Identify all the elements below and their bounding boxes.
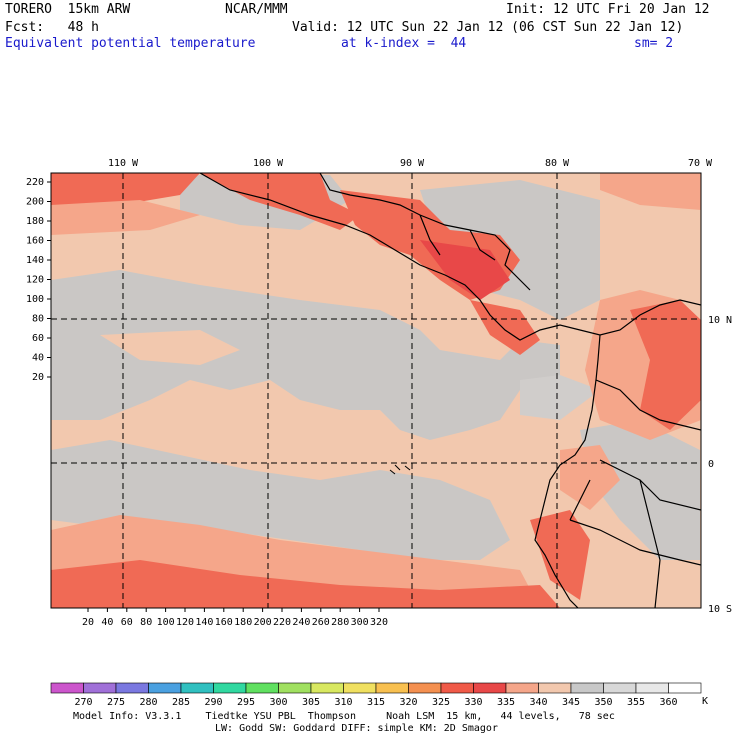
legend-swatch [440,682,474,694]
x-tick-label: 240 [292,617,310,628]
legend-swatches [50,682,702,694]
legend-swatch [408,682,442,694]
legend-level-label: 345 [562,697,580,708]
init-time: Init: 12 UTC Fri 20 Jan 12 [506,2,710,17]
legend-level-label: 290 [204,697,222,708]
legend-labels: 270 275 280 285 290 295 300 305 310 315 320 325 330 3… [74,697,677,708]
x-tick-label: 320 [370,617,388,628]
y-tick-label: 80 [32,314,44,325]
x-tick-label: 200 [254,617,272,628]
y-tick-label: 40 [32,353,44,364]
x-tick-label: 140 [195,617,213,628]
legend-swatch [570,682,604,694]
footer-model-info: Model Info: V3.3.1 Tiedtke YSU PBL Thomp… [73,711,615,722]
legend-swatch [505,682,539,694]
legend-swatch [50,682,84,694]
x-tick-labels: 20 40 60 80 100 120 140 160 180 200 220 240 260 280 30… [82,617,388,628]
lon-label-70w: 70 W [688,158,713,169]
x-tick-label: 180 [234,617,252,628]
legend-level-label: 275 [107,697,125,708]
legend-level-label: 350 [594,697,612,708]
smoothing-label: sm= 2 [634,36,674,51]
y-tick-label: 220 [26,177,44,188]
legend-level-label: 340 [529,697,547,708]
field-name: Equivalent potential temperature [5,36,256,51]
legend-swatch [603,682,637,694]
theta-e-field [51,173,701,608]
legend-level-label: 315 [367,697,385,708]
legend-swatch [668,682,702,694]
legend-swatch [375,682,409,694]
lon-label-80w: 80 W [545,158,570,169]
footer-physics-info: LW: Godd SW: Goddard DIFF: simple KM: 2D… [215,723,498,734]
lon-label-100w: 100 W [253,158,284,169]
legend-swatch [180,682,214,694]
x-tick-label: 80 [140,617,152,628]
legend-level-label: 355 [627,697,645,708]
y-tick-label: 200 [26,197,44,208]
legend-level-label: 310 [334,697,352,708]
legend-level-label: 285 [172,697,190,708]
forecast-hour: Fcst: 48 h [5,20,99,35]
coastlines [199,173,701,608]
x-tick-label: 220 [273,617,291,628]
legend-swatch [473,682,507,694]
y-tick-label: 120 [26,275,44,286]
x-tick-label: 60 [121,617,133,628]
legend-swatch [538,682,572,694]
legend-swatch [148,682,182,694]
legend-level-label: 300 [269,697,287,708]
x-tick-label: 260 [312,617,330,628]
map-frame [50,172,702,609]
legend-swatch [115,682,149,694]
legend-swatch [343,682,377,694]
y-tick-label: 140 [26,255,44,266]
legend-unit: K [702,696,708,707]
x-tick-label: 300 [351,617,369,628]
lat-label-0: 0 [708,459,714,470]
lon-label-90w: 90 W [400,158,425,169]
lat-label-10n: 10 N [708,315,732,326]
model-name: TORERO 15km ARW [5,2,131,17]
lat-label-10s: 10 S [708,604,732,615]
x-tick-label: 20 [82,617,94,628]
legend-swatch [635,682,669,694]
y-tick-label: 20 [32,372,44,383]
x-tick-label: 120 [176,617,194,628]
lon-label-110w: 110 W [108,158,139,169]
x-tick-label: 40 [101,617,113,628]
org-name: NCAR/MMM [225,2,288,17]
legend-level-label: 330 [464,697,482,708]
x-tick-label: 160 [215,617,233,628]
y-tick-label: 160 [26,236,44,247]
legend-swatch [310,682,344,694]
level-label: at k-index = 44 [341,36,467,51]
lon-labels: 110 W 100 W 90 W 80 W 70 W [108,158,713,169]
legend-level-label: 360 [659,697,677,708]
legend-level-label: 270 [74,697,92,708]
legend-level-label: 320 [399,697,417,708]
lat-labels: 10 N 0 10 S [708,315,732,615]
legend-level-label: 280 [139,697,157,708]
legend-swatch [245,682,279,694]
x-tick-label: 100 [157,617,175,628]
legend-level-label: 295 [237,697,255,708]
valid-time: Valid: 12 UTC Sun 22 Jan 12 (06 CST Sun … [292,20,684,35]
y-tick-label: 100 [26,294,44,305]
y-tick-label: 180 [26,216,44,227]
x-tick-label: 280 [331,617,349,628]
legend-swatch [213,682,247,694]
legend-swatch [278,682,312,694]
legend-level-label: 335 [497,697,515,708]
tick-marks [47,181,380,612]
legend-level-label: 325 [432,697,450,708]
y-tick-label: 60 [32,333,44,344]
y-tick-labels: 220 200 180 160 140 120 100 80 60 40 20 [26,177,44,383]
legend-swatch [83,682,117,694]
graticule [51,173,701,608]
legend-level-label: 305 [302,697,320,708]
